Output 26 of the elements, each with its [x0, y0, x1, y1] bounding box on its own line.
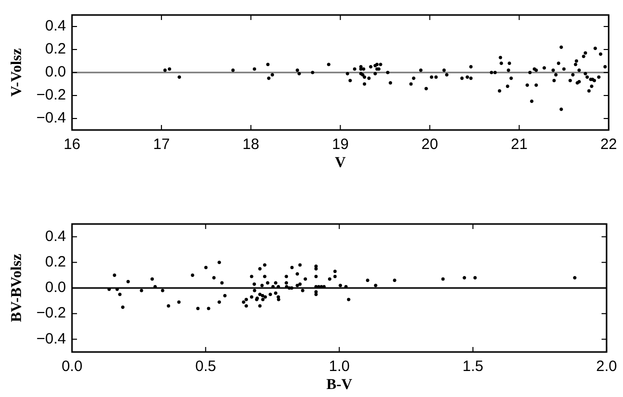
x-tick-label: 22 [600, 136, 617, 154]
x-tick-label: 1.0 [328, 358, 350, 376]
y-axis-title: V-Volsz [8, 48, 25, 97]
x-tick-label: 0.5 [195, 358, 216, 376]
y-tick-label: 0.2 [45, 254, 66, 271]
y-tick-label: −0.2 [36, 304, 66, 322]
y-tick-label: 0.4 [45, 18, 66, 35]
x-tick-label: 1.5 [462, 358, 484, 376]
y-tick-label: 0.2 [45, 40, 66, 58]
x-axis-title: V [334, 154, 346, 171]
y-tick-label: 0.0 [45, 279, 66, 296]
x-tick-label: 16 [64, 136, 80, 154]
y-tick-label: 0.0 [45, 64, 66, 81]
y-axis-title: BV-BVolsz [8, 253, 25, 322]
x-tick-label: 2.0 [596, 358, 618, 376]
x-tick-label: 21 [510, 136, 528, 154]
x-tick-label: 0.0 [62, 358, 82, 376]
x-tick-label: 17 [153, 136, 170, 154]
y-tick-label: −0.4 [36, 110, 66, 127]
x-tick-label: 20 [421, 136, 438, 154]
x-axis-title: B-V [326, 376, 352, 393]
x-tick-label: 19 [332, 136, 349, 154]
y-tick-label: −0.2 [36, 86, 66, 104]
x-tick-label: 18 [242, 136, 260, 154]
y-tick-label: 0.4 [45, 228, 66, 245]
y-tick-label: −0.4 [36, 330, 66, 348]
